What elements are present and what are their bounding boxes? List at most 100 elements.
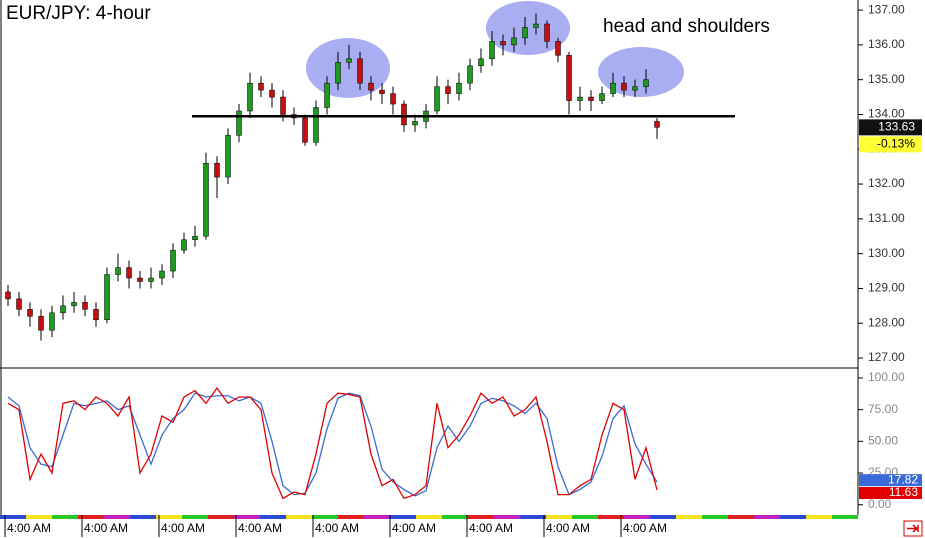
strip-segment [234, 515, 260, 519]
candle-body [401, 103, 407, 126]
plot: 127.00 128.00 129.00 130.00 131.00 132.00 133.… [4, 2, 922, 537]
candle-body [467, 65, 473, 84]
candle-body [577, 96, 583, 101]
candle-body [60, 305, 66, 314]
candle-body [225, 135, 231, 178]
candle-body [324, 82, 330, 108]
candle-body [203, 162, 209, 237]
right-shoulder [598, 47, 684, 97]
y-tick-label: 75.00 [868, 402, 898, 416]
candle-body [148, 277, 154, 282]
candle-body [599, 93, 605, 101]
candle-body [16, 298, 22, 310]
annotation: head and shoulders [603, 16, 770, 37]
x-tick-label: 4:00 AM [546, 521, 590, 535]
strip-segment [650, 515, 676, 519]
x-tick-label: 4:00 AM [315, 521, 359, 535]
y-tick-label: 132.00 [868, 176, 905, 190]
x-tick-label: 4:00 AM [469, 521, 513, 535]
y-tick-label: 136.00 [868, 37, 905, 51]
y-tick-label: 135.00 [868, 72, 905, 86]
candle-body [38, 316, 44, 331]
candle-body [269, 89, 275, 98]
candle-body [247, 82, 253, 112]
candle-body [412, 121, 418, 126]
strip-segment [312, 515, 338, 519]
y-tick-label: 137.00 [868, 2, 905, 16]
candle-body [511, 37, 517, 46]
candle-body [445, 86, 451, 94]
candle-body [643, 79, 649, 87]
candle-body [335, 62, 341, 84]
strip-segment [26, 515, 52, 519]
candle-body [181, 239, 187, 251]
strip-segment [780, 515, 806, 519]
candle-body [27, 309, 33, 317]
candle-body [5, 291, 11, 300]
strip-segment [468, 515, 494, 519]
candle-body [478, 58, 484, 67]
candle-body [654, 121, 660, 128]
price-box [859, 119, 922, 136]
candle-body [82, 302, 88, 310]
candle-body [456, 82, 462, 94]
value-label: 11.63 [889, 485, 918, 499]
candle-body [49, 312, 55, 331]
strip-segment [416, 515, 442, 519]
y-tick-label: 50.00 [868, 434, 898, 448]
strip-segment [806, 515, 832, 519]
chart-title: EUR/JPY: 4-hour [6, 3, 151, 24]
strip-segment [390, 515, 416, 519]
change-label: -0.13% [877, 137, 915, 151]
price-label: 133.63 [878, 120, 915, 134]
strip-segment [156, 515, 182, 519]
y-tick-label: 131.00 [868, 211, 905, 225]
strip-segment [494, 515, 520, 519]
candle-body [302, 117, 308, 143]
strip-segment [442, 515, 468, 519]
candle-body [214, 162, 220, 178]
y-tick-label: 128.00 [868, 315, 905, 329]
strip-segment [338, 515, 364, 519]
strip-segment [208, 515, 234, 519]
y-tick-label: 127.00 [868, 350, 905, 364]
value-box [859, 474, 922, 487]
candle-body [104, 274, 110, 321]
strip-segment [0, 515, 26, 519]
candle-body [379, 89, 385, 94]
candle-body [170, 249, 176, 272]
x-tick-label: 4:00 AM [238, 521, 282, 535]
candle-body [71, 302, 77, 307]
candle-body [621, 82, 627, 91]
candle-body [280, 96, 286, 115]
strip-segment [52, 515, 78, 519]
left-shoulder [306, 38, 390, 98]
value-box [859, 486, 922, 499]
strip-segment [754, 515, 780, 519]
y-tick-label: 134.00 [868, 107, 905, 121]
y-tick-label: 0.00 [868, 497, 892, 511]
candle-body [115, 267, 121, 275]
stochastic-line [7, 392, 658, 497]
strip-segment [104, 515, 130, 519]
change-box [859, 136, 922, 153]
x-tick-label: 4:00 AM [7, 521, 51, 535]
y-tick-label: 100.00 [868, 370, 905, 384]
strip-segment [78, 515, 104, 519]
session-strip [0, 515, 858, 519]
strip-segment [286, 515, 312, 519]
candle-body [357, 58, 363, 84]
candle-body [533, 23, 539, 28]
strip-segment [520, 515, 546, 519]
candle-body [522, 27, 528, 39]
candle-body [126, 267, 132, 279]
candle-body [346, 58, 352, 63]
strip-segment [676, 515, 702, 519]
strip-segment [572, 515, 598, 519]
candle-body [368, 82, 374, 91]
y-tick-label: 130.00 [868, 246, 905, 260]
strip-segment [364, 515, 390, 519]
x-tick-label: 4:00 AM [84, 521, 128, 535]
